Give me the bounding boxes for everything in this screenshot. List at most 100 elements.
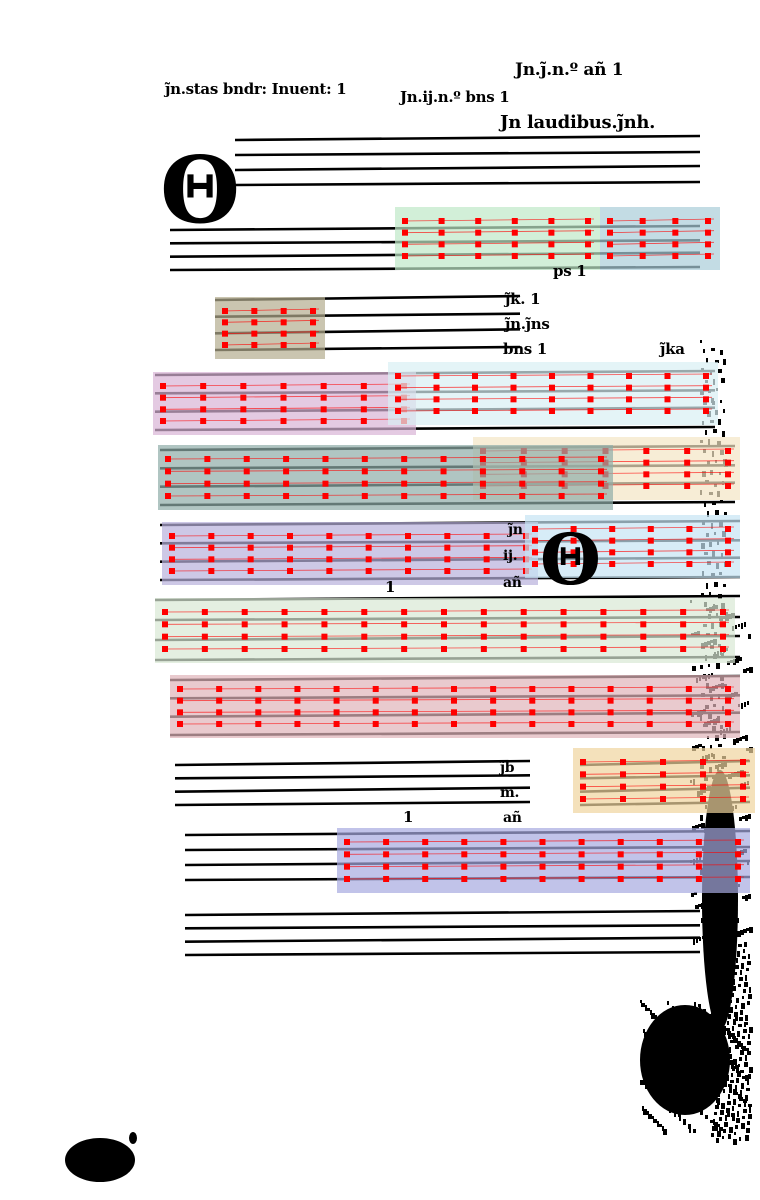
staff-point-marker: [570, 537, 577, 544]
ink-speckle: [742, 816, 745, 819]
detected-line: [222, 342, 320, 346]
staff-point-marker: [222, 330, 228, 337]
margin-text: bns 1: [503, 340, 547, 358]
staff-point-marker: [472, 396, 478, 403]
ink-speckle: [692, 666, 696, 671]
staff-point-marker: [433, 373, 440, 379]
ink-speckle: [738, 944, 742, 947]
staff-point-marker: [365, 568, 372, 574]
staff-point-marker: [204, 456, 211, 462]
ink-speckle: [700, 1110, 703, 1115]
ink-speckle: [729, 1127, 733, 1133]
ink-speckle: [729, 1047, 731, 1053]
staff-line: [184, 909, 701, 917]
staff-point-marker: [165, 468, 171, 475]
staff-point-marker: [472, 373, 478, 379]
staff-point-marker: [656, 839, 663, 845]
staff-point-marker: [383, 851, 390, 858]
staff-point-marker: [705, 218, 711, 224]
ink-stain: [640, 1005, 730, 1115]
staff-point-marker: [672, 229, 679, 236]
ink-speckle: [689, 1127, 691, 1133]
ink-speckle: [699, 937, 701, 941]
ink-speckle: [719, 1117, 722, 1121]
staff-point-marker: [549, 373, 555, 379]
staff-point-marker: [402, 229, 408, 236]
ink-speckle: [735, 965, 739, 969]
staff-point-marker: [664, 384, 671, 391]
ink-speckle: [740, 930, 744, 935]
ink-speckle: [734, 1092, 738, 1095]
staff-point-marker: [160, 383, 166, 389]
staff-point-marker: [580, 771, 586, 778]
staff-point-marker: [684, 448, 691, 454]
ink-speckle: [717, 1101, 720, 1105]
staff-point-marker: [461, 839, 468, 845]
staff-point-marker: [660, 771, 666, 778]
ink-speckle: [744, 1062, 748, 1067]
detected-line: [402, 253, 595, 257]
staff-point-marker: [725, 526, 731, 532]
ink-speckle: [749, 1067, 753, 1073]
staff-point-marker: [511, 241, 518, 248]
ink-speckle: [736, 1068, 739, 1073]
staff-point-marker: [520, 633, 527, 640]
staff-point-marker: [322, 480, 329, 487]
detected-line: [165, 493, 608, 497]
staff-point-marker: [440, 493, 447, 499]
ink-speckle: [742, 1046, 746, 1051]
ink-speckle: [736, 738, 739, 743]
staff-point-marker: [587, 396, 594, 403]
ink-speckle: [648, 1114, 652, 1119]
staff-line: [174, 800, 531, 807]
ink-speckle: [720, 1110, 724, 1115]
staff-point-marker: [686, 537, 693, 544]
staff-point-marker: [587, 373, 594, 379]
ink-speckle: [662, 1126, 664, 1131]
ink-speckle: [658, 1124, 662, 1127]
ink-speckle: [746, 968, 749, 971]
staff-point-marker: [703, 396, 709, 403]
detected-line: [165, 456, 608, 460]
staff-point-marker: [640, 646, 647, 652]
staff-point-marker: [216, 697, 223, 704]
staff-point-marker: [646, 686, 653, 692]
staff-line: [184, 950, 701, 957]
ink-speckle: [737, 1111, 739, 1117]
detected-line: [402, 241, 595, 245]
staff-point-marker: [700, 771, 706, 778]
ink-speckle: [735, 1045, 739, 1049]
staff-point-marker: [280, 330, 287, 337]
ink-speckle: [739, 1057, 742, 1061]
staff-point-marker: [558, 493, 565, 499]
staff-point-marker: [580, 759, 586, 765]
staff-point-marker: [570, 561, 577, 567]
staff-region: [215, 297, 325, 359]
staff-region: [162, 522, 538, 585]
staff-point-marker: [208, 556, 215, 563]
staff-region: [600, 207, 720, 270]
staff-point-marker: [600, 646, 607, 652]
staff-point-marker: [500, 863, 507, 870]
staff-point-marker: [165, 456, 171, 462]
margin-text: ij.: [503, 548, 518, 564]
ink-speckle: [727, 1021, 729, 1025]
staff-point-marker: [162, 646, 168, 652]
ink-speckle: [749, 667, 753, 673]
staff-point-marker: [216, 686, 223, 692]
ink-speckle: [735, 625, 737, 629]
staff-point-marker: [585, 253, 591, 259]
staff-point-marker: [461, 863, 468, 870]
ink-speckle: [728, 1084, 732, 1087]
staff-point-marker: [169, 533, 175, 539]
staff-point-marker: [344, 851, 350, 858]
staff-point-marker: [686, 526, 693, 532]
ink-speckle: [651, 1013, 655, 1019]
ink-speckle: [663, 1129, 667, 1135]
ink-speckle: [734, 1132, 736, 1135]
staff-point-marker: [585, 218, 591, 224]
ink-speckle: [737, 1031, 740, 1037]
staff-point-marker: [255, 709, 262, 716]
staff-point-marker: [281, 621, 288, 628]
staff-point-marker: [204, 480, 211, 487]
